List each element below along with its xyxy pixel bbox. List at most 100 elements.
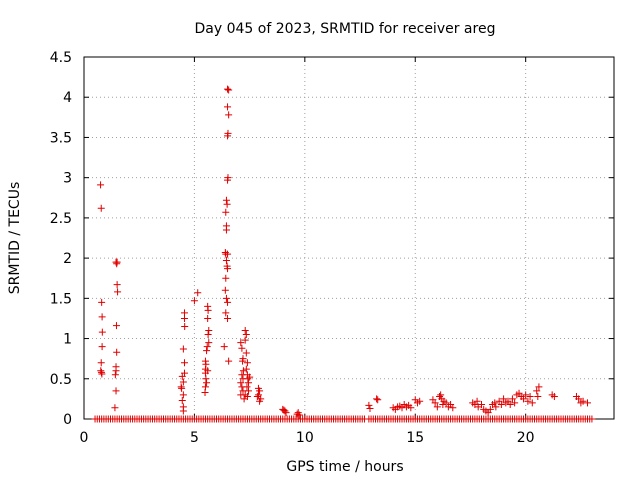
data-point	[253, 392, 261, 400]
y-tick-label: 1.5	[50, 291, 72, 307]
data-point	[508, 395, 516, 403]
data-point	[366, 405, 374, 413]
data-point	[178, 396, 186, 404]
data-point	[431, 399, 439, 407]
data-point	[437, 391, 445, 399]
data-point	[237, 379, 245, 387]
data-point	[224, 85, 232, 93]
data-point	[98, 313, 106, 321]
x-tick-label: 20	[517, 430, 535, 446]
data-point	[433, 403, 441, 411]
data-point	[112, 367, 120, 375]
data-point	[222, 309, 230, 317]
data-point	[244, 375, 252, 383]
y-tick-label: 4.5	[50, 50, 72, 66]
data-point	[224, 103, 232, 111]
data-point	[535, 383, 543, 391]
data-point	[98, 328, 106, 336]
y-tick-label: 0	[63, 412, 72, 428]
data-point	[97, 181, 105, 189]
data-point	[524, 397, 532, 405]
data-point	[222, 257, 230, 265]
data-point	[511, 399, 519, 407]
y-axis-label: SRMTID / TECUs	[7, 182, 23, 295]
data-point	[526, 392, 534, 400]
data-point	[204, 306, 212, 314]
data-point	[178, 384, 186, 392]
data-point	[204, 331, 212, 339]
data-point	[237, 339, 245, 347]
data-point	[373, 395, 381, 403]
data-point	[179, 345, 187, 353]
data-point	[243, 383, 251, 391]
data-point	[579, 397, 587, 405]
data-point	[114, 288, 122, 296]
data-point	[238, 344, 246, 352]
data-point	[584, 399, 591, 407]
data-point	[242, 349, 250, 357]
data-point	[201, 388, 209, 396]
data-point	[225, 86, 233, 94]
data-point	[245, 387, 253, 395]
data-point	[180, 359, 188, 367]
data-point	[202, 375, 210, 383]
data-point	[497, 401, 505, 409]
data-point	[439, 401, 447, 409]
data-point	[205, 327, 213, 335]
data-point	[190, 297, 198, 305]
data-point	[491, 399, 499, 407]
data-point	[416, 397, 424, 405]
data-point	[224, 176, 232, 184]
data-point	[180, 369, 188, 377]
data-point	[500, 395, 508, 403]
data-point	[239, 367, 247, 375]
data-point	[519, 395, 527, 403]
data-point	[222, 274, 230, 282]
data-point	[181, 322, 189, 330]
data-point	[194, 289, 202, 297]
data-point	[224, 265, 232, 273]
data-point	[111, 404, 119, 412]
data-point	[224, 250, 232, 258]
data-point	[224, 314, 232, 322]
data-point	[280, 406, 288, 414]
data-point	[242, 331, 250, 339]
data-point	[97, 204, 105, 212]
data-point	[478, 401, 485, 409]
data-point	[293, 410, 301, 418]
data-point	[222, 294, 230, 302]
data-point	[222, 226, 230, 234]
x-tick-label: 0	[80, 430, 89, 446]
grid-lines	[84, 57, 614, 419]
data-point	[225, 357, 233, 365]
y-tick-label: 3.5	[50, 130, 72, 146]
y-tick-labels: 0 0.5 1 1.5 2 2.5 3 3.5 4 4.5	[50, 50, 72, 428]
x-axis-label: GPS time / hours	[286, 459, 403, 475]
data-point	[179, 378, 187, 386]
data-point	[222, 208, 230, 216]
data-point	[442, 399, 450, 407]
y-tick-label: 2.5	[50, 211, 72, 227]
y-tick-label: 4	[63, 90, 72, 106]
data-point	[522, 391, 530, 399]
data-point	[111, 371, 119, 379]
data-point	[180, 314, 188, 322]
data-point	[243, 392, 251, 400]
plot-frame	[83, 56, 615, 420]
data-point	[243, 359, 251, 367]
data-point	[204, 314, 212, 322]
data-point	[205, 339, 213, 347]
x-tick-label: 10	[296, 430, 314, 446]
data-point	[113, 348, 121, 356]
data-point	[223, 200, 231, 208]
data-point	[256, 397, 264, 405]
data-point	[113, 281, 121, 289]
axis-ticks	[83, 56, 614, 420]
data-point	[245, 379, 253, 387]
data-point	[246, 373, 254, 381]
data-point	[222, 196, 230, 204]
x-tick-label: 15	[406, 430, 424, 446]
data-point	[374, 396, 382, 404]
data-point	[528, 399, 536, 407]
